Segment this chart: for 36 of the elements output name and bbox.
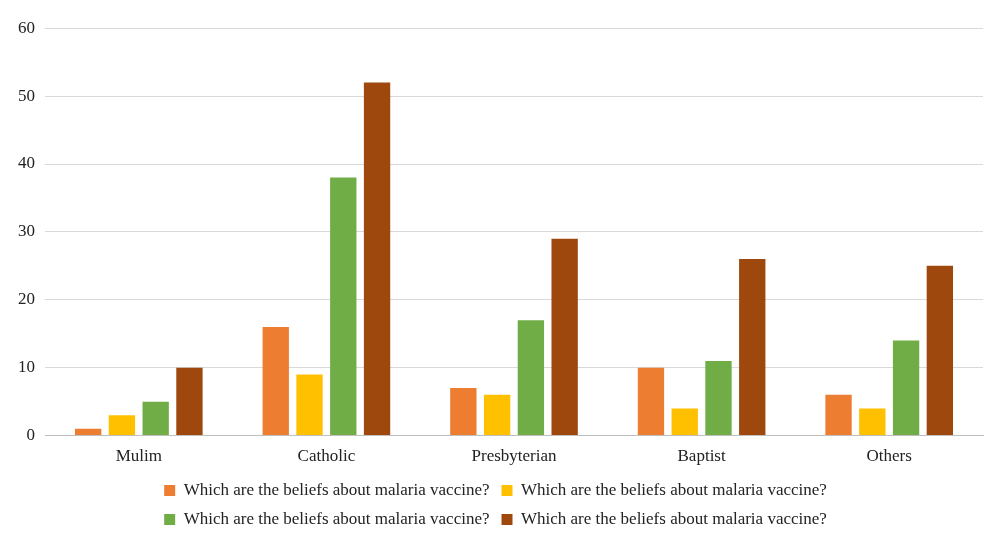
bar (739, 259, 766, 436)
y-tick-label: 40 (18, 153, 35, 173)
bar (892, 340, 920, 436)
x-tick-label: Mulim (115, 446, 162, 466)
bar (262, 326, 289, 436)
bar (176, 367, 203, 436)
bar (296, 374, 323, 436)
bar (450, 388, 477, 436)
bar (825, 394, 852, 436)
legend-label: Which are the beliefs about malaria vaccine? (183, 508, 490, 528)
y-tick-label: 20 (18, 289, 35, 309)
bar (926, 265, 954, 436)
bar (330, 177, 357, 436)
x-tick-label: Presbyterian (471, 446, 557, 466)
y-tick-label: 50 (18, 85, 35, 105)
bar (517, 320, 545, 436)
bar (142, 401, 169, 436)
bar (108, 415, 136, 436)
x-tick-label: Catholic (297, 446, 356, 466)
bar (637, 367, 665, 436)
x-tick-label: Others (866, 446, 912, 466)
legend-label: Which are the beliefs about malaria vaccine? (521, 508, 827, 528)
bar (671, 408, 698, 436)
bar (74, 428, 102, 436)
legend-label: Which are the beliefs about malaria vaccine? (183, 479, 490, 499)
x-tick-label: Baptist (677, 446, 726, 466)
bar (363, 82, 391, 436)
y-tick-label: 30 (18, 221, 35, 241)
legend-label: Which are the beliefs about malaria vaccine? (521, 479, 827, 499)
bar (551, 238, 578, 436)
bar (705, 360, 732, 436)
bar (859, 408, 886, 436)
y-tick-label: 0 (26, 425, 35, 445)
y-tick-label: 10 (18, 357, 35, 377)
y-tick-label: 60 (18, 17, 35, 37)
bar (483, 394, 511, 436)
